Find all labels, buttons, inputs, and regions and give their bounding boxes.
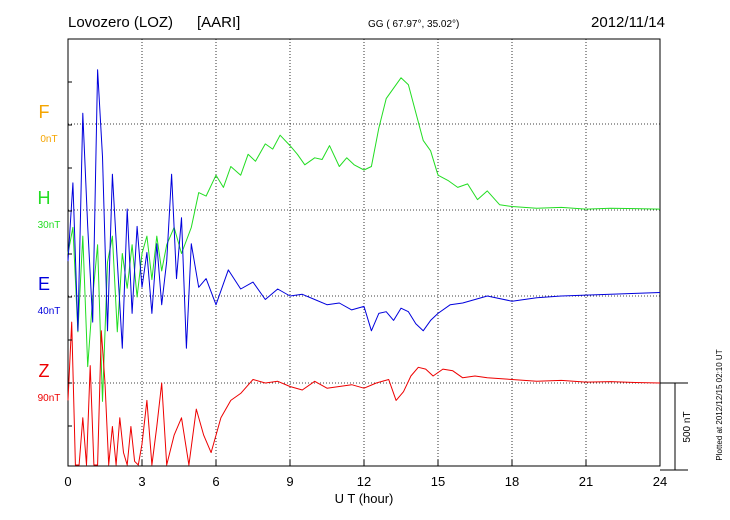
component-label-f: F [39, 102, 50, 122]
series-line-h [67, 77, 661, 402]
series-layer [67, 69, 661, 466]
component-label-z: Z [39, 361, 50, 381]
x-tick-label: 3 [138, 474, 145, 489]
scale-bar [660, 382, 688, 471]
component-labels: F 0nT H 30nT E 40nT Z 90nT [38, 102, 61, 404]
date-label: 2012/11/14 [591, 14, 665, 31]
x-tick-label: 18 [505, 474, 519, 489]
institute-label: [AARI] [197, 14, 240, 31]
x-axis-title: U T (hour) [335, 491, 394, 506]
scale-bar-label: 500 nT [682, 411, 693, 442]
x-ticks: 0 3 6 9 12 15 18 21 24 [64, 81, 667, 489]
series-line-z [67, 321, 661, 466]
x-tick-label: 6 [212, 474, 219, 489]
component-offset-z: 90nT [38, 393, 61, 404]
grid-lines [68, 39, 660, 466]
x-tick-label: 9 [286, 474, 293, 489]
component-offset-e: 40nT [38, 306, 61, 317]
component-offset-h: 30nT [38, 220, 61, 231]
component-offset-f: 0nT [40, 134, 57, 145]
plotted-at-note: Plotted at 2012/12/15 02:10 UT [715, 349, 724, 460]
x-tick-label: 12 [357, 474, 371, 489]
component-label-h: H [38, 188, 51, 208]
series-line-e [67, 69, 661, 349]
coordinates-label: GG ( 67.97°, 35.02°) [368, 19, 459, 30]
x-tick-label: 24 [653, 474, 667, 489]
station-title: Lovozero (LOZ) [68, 14, 173, 31]
x-tick-label: 0 [64, 474, 71, 489]
component-label-e: E [38, 274, 50, 294]
x-tick-label: 21 [579, 474, 593, 489]
x-tick-label: 15 [431, 474, 445, 489]
